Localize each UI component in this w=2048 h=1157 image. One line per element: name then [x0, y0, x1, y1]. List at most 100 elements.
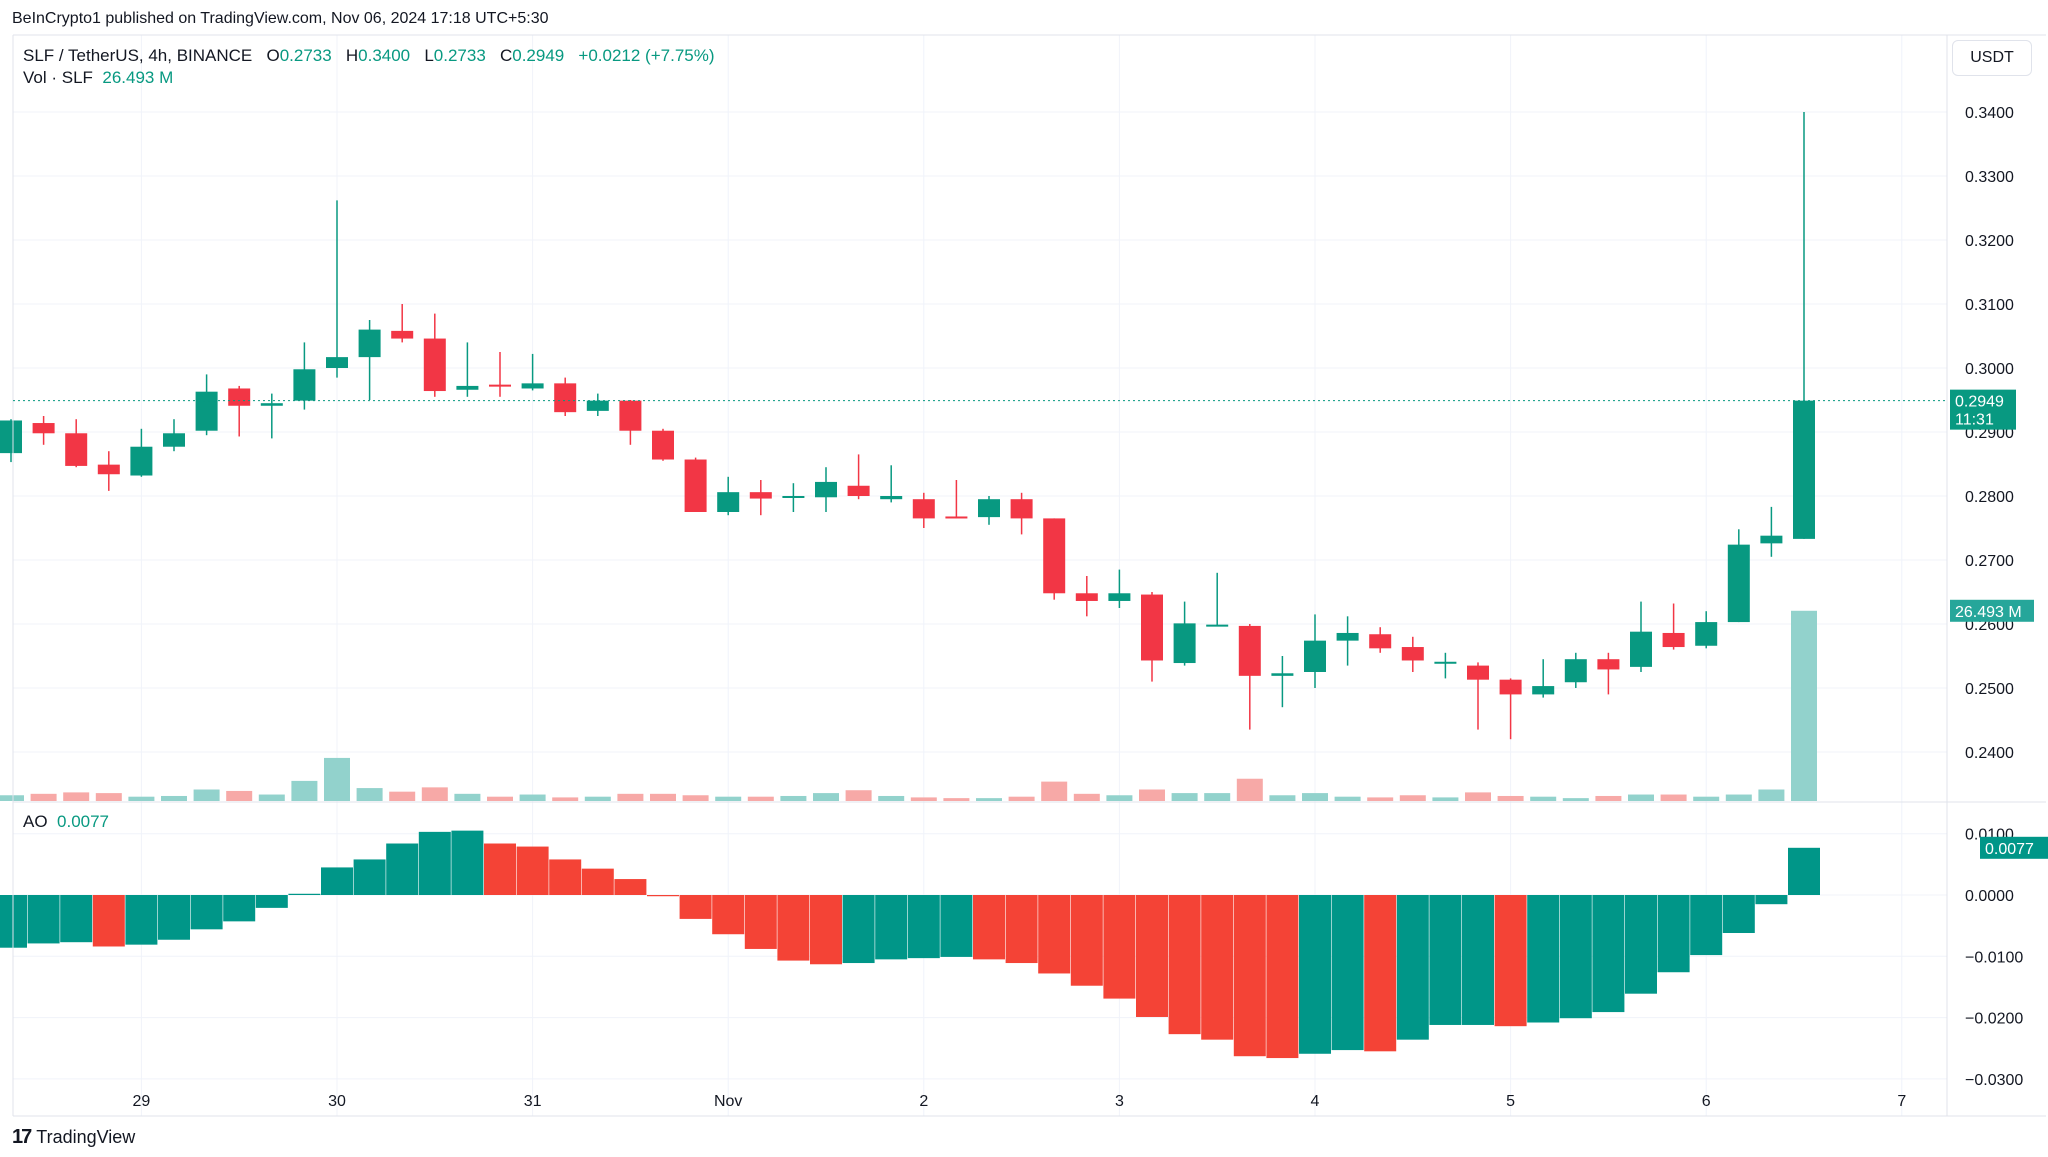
volume-bar: [324, 757, 350, 801]
volume-bar: [291, 780, 318, 801]
volume-bar: [1628, 794, 1654, 801]
candle-body: [358, 329, 381, 358]
ao-tick-label: −0.0100: [1965, 949, 2023, 966]
ao-bar: [190, 895, 223, 930]
candle-body: [163, 433, 185, 447]
candle-body: [554, 383, 577, 413]
candle-body: [1141, 594, 1163, 661]
volume-bar: [780, 795, 807, 801]
ao-bar: [1462, 895, 1494, 1025]
candle-body: [65, 433, 88, 466]
ao-bar: [1559, 895, 1592, 1019]
volume-bar: [1302, 793, 1328, 801]
volume-bar: [1530, 796, 1557, 801]
ao-bar: [158, 895, 190, 940]
candle-body: [0, 420, 22, 454]
candle-body: [1401, 647, 1424, 661]
time-tick-label: 5: [1506, 1093, 1515, 1110]
last-price-badge: [1950, 389, 2016, 430]
volume-bar: [1791, 610, 1817, 801]
volume-bar: [813, 793, 839, 801]
volume-bar: [1008, 796, 1035, 801]
candle-body: [1010, 499, 1033, 519]
volume-bar: [584, 796, 611, 801]
candle-body: [326, 357, 348, 368]
volume-bar: [650, 793, 676, 801]
ao-bar: [386, 843, 419, 895]
time-tick-label: 3: [1115, 1093, 1124, 1110]
ao-bar: [516, 846, 549, 895]
volume-bar: [63, 792, 90, 801]
volume-bar: [519, 794, 546, 801]
candle-body: [1662, 632, 1685, 648]
ao-bar: [810, 895, 842, 965]
ao-bar: [842, 895, 875, 964]
volume-badge-value: 26.493 M: [1955, 604, 2022, 621]
volume-bar: [1236, 778, 1263, 801]
candle-body: [456, 385, 479, 390]
volume-bar: [30, 793, 57, 801]
symbol-title[interactable]: SLF / TetherUS, 4h, BINANCE: [23, 46, 253, 65]
change-value: +0.0212 (+7.75%): [578, 46, 715, 65]
candle-body: [228, 388, 251, 406]
volume-bar: [845, 790, 872, 801]
high-label: H: [345, 46, 359, 65]
close-value: 0.2949: [512, 46, 565, 65]
ao-bar: [1592, 895, 1625, 1013]
volume-bar: [682, 795, 709, 801]
ao-bar: [875, 895, 908, 960]
ao-bar: [1755, 895, 1788, 905]
volume-bars: [0, 610, 1817, 801]
tradingview-logo[interactable]: 17 TradingView: [12, 1126, 135, 1149]
price-tick-label: 0.3400: [1965, 105, 2014, 122]
volume-bar: [878, 795, 905, 801]
candle-body: [1369, 634, 1392, 649]
volume-bar: [226, 790, 253, 801]
ao-bar: [973, 895, 1005, 960]
time-tick-label: 6: [1702, 1093, 1711, 1110]
ao-bar: [1494, 895, 1527, 1027]
brand-name: TradingView: [36, 1127, 136, 1147]
candle-body: [1336, 632, 1359, 641]
ao-bar: [223, 895, 256, 922]
volume-bar: [1041, 781, 1068, 801]
volume-label[interactable]: Vol · SLF: [23, 68, 93, 87]
currency-button[interactable]: USDT: [1952, 40, 2032, 76]
time-tick-label: 29: [133, 1093, 151, 1110]
ao-bar: [60, 895, 93, 943]
candle-body: [1238, 625, 1261, 676]
candle-body: [489, 384, 511, 387]
ao-bar: [1103, 895, 1136, 999]
volume-value: 26.493 M: [102, 68, 174, 87]
ao-bar: [321, 867, 353, 895]
ao-bar: [255, 895, 288, 908]
time-tick-label: 2: [919, 1093, 928, 1110]
volume-bar: [0, 795, 24, 801]
volume-bar: [1106, 795, 1133, 801]
time-tick-label: 7: [1897, 1093, 1906, 1110]
volume-bar: [1073, 793, 1100, 801]
candle-body: [1304, 640, 1326, 672]
time-tick-label: 31: [524, 1093, 542, 1110]
volume-bar: [1269, 795, 1296, 801]
time-tick-label: Nov: [714, 1093, 742, 1110]
price-tick-label: 0.2500: [1965, 681, 2014, 698]
ao-bar: [777, 895, 810, 961]
volume-bar: [1399, 795, 1426, 801]
ao-label[interactable]: AO: [23, 812, 48, 831]
ao-bar: [1038, 895, 1071, 974]
axes: 0.34000.33000.32000.31000.30000.29000.28…: [12, 34, 2048, 1117]
price-tick-label: 0.2400: [1965, 745, 2014, 762]
volume-bar: [1432, 797, 1459, 801]
candle-body: [1434, 661, 1457, 664]
ao-bar: [1527, 895, 1560, 1023]
volume-legend: Vol · SLF 26.493 M: [23, 68, 173, 88]
close-label: C: [499, 46, 513, 65]
price-tick-label: 0.3200: [1965, 233, 2014, 250]
volume-bar: [1465, 792, 1491, 801]
volume-bar: [128, 796, 155, 801]
volume-bar: [161, 795, 187, 801]
candle-body: [880, 496, 903, 500]
candle-body: [1467, 665, 1489, 680]
